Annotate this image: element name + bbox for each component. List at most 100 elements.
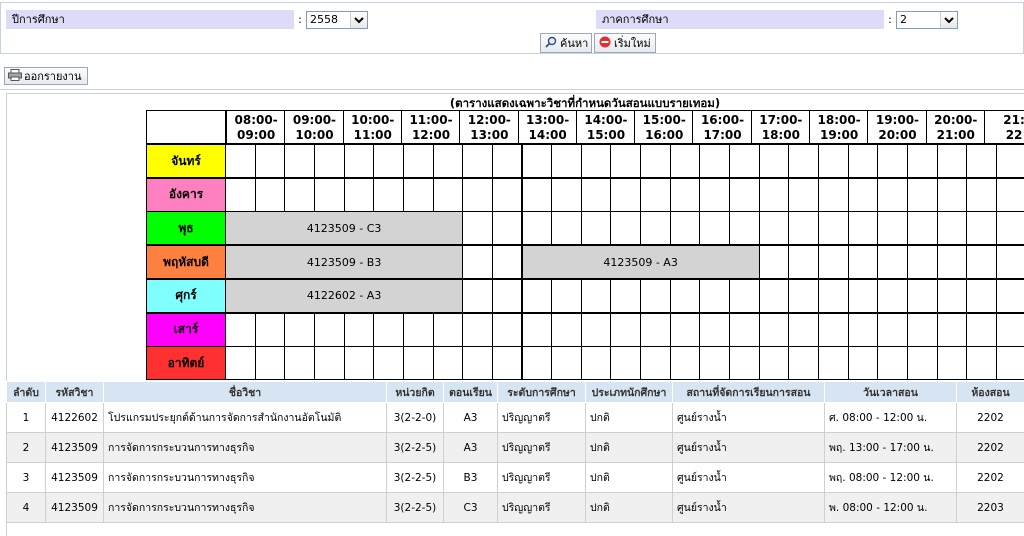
- column-header[interactable]: รหัสวิชา: [45, 381, 104, 403]
- year-select[interactable]: 2558: [306, 11, 368, 29]
- table-cell: ปกติ: [585, 432, 673, 463]
- schedule-cell: [462, 144, 493, 178]
- time-slot-header: 08:00- 09:00: [226, 110, 287, 144]
- table-cell: 4123509: [45, 432, 104, 463]
- schedule-cell: [551, 177, 582, 212]
- schedule-cell: [462, 278, 493, 313]
- schedule-cell: [432, 177, 464, 212]
- schedule-cell: [699, 346, 731, 380]
- time-slot-end: 19:00: [820, 128, 859, 142]
- course-table-body: 1 4122602 โปรแกรมประยุกต์ด้านการจัดการสำนั…: [6, 402, 1024, 523]
- schedule-cell: [640, 177, 671, 212]
- term-colon: :: [888, 13, 892, 26]
- search-button[interactable]: ค้นหา: [540, 33, 592, 53]
- schedule-cell: [699, 144, 731, 178]
- class-block[interactable]: 4122602 - A3: [225, 278, 464, 313]
- chevron-down-icon[interactable]: [940, 12, 957, 28]
- table-row[interactable]: 1 4122602 โปรแกรมประยุกต์ด้านการจัดการสำนั…: [6, 402, 1024, 433]
- table-cell: 2202: [956, 432, 1024, 463]
- table-cell: 3(2-2-0): [386, 402, 444, 433]
- column-header[interactable]: ประเภทนักศึกษา: [585, 381, 673, 403]
- class-block[interactable]: 4123509 - C3: [225, 211, 464, 246]
- schedule-cell: [729, 177, 760, 212]
- schedule-cell: [877, 144, 908, 178]
- schedule-cell: [936, 144, 968, 178]
- schedule-cell: [521, 278, 553, 313]
- day-label: อังคาร: [146, 177, 226, 212]
- schedule-cell: [610, 346, 642, 380]
- chevron-down-icon[interactable]: [350, 12, 367, 28]
- column-header[interactable]: ห้องสอน: [956, 381, 1024, 403]
- column-header[interactable]: ตอนเรียน: [443, 381, 498, 403]
- schedule-cell: [462, 211, 493, 246]
- term-label: ภาคการศึกษา: [596, 10, 884, 29]
- schedule-cell: [640, 278, 671, 313]
- schedule-cell: [225, 312, 256, 347]
- schedule-cell: [936, 346, 968, 380]
- column-header[interactable]: ชื่อวิชา: [103, 381, 387, 403]
- schedule-cell: [343, 312, 375, 347]
- time-slot-header: 18:00- 19:00: [809, 110, 870, 144]
- schedule-cell: [669, 177, 701, 212]
- schedule-cell: [847, 177, 879, 212]
- time-slot-header: 10:00- 11:00: [342, 110, 403, 144]
- schedule-title: (ตารางแสดงเฉพาะวิชาที่กำหนดวันสอนแบบรายเ…: [449, 96, 721, 110]
- content-area: [6, 93, 1024, 536]
- schedule-cell: [432, 144, 464, 178]
- table-cell: 2202: [956, 402, 1024, 433]
- class-block[interactable]: 4123509 - A3: [521, 245, 760, 280]
- time-slot-header: 20:00- 21:00: [925, 110, 986, 144]
- table-row[interactable]: 4 4123509 การจัดการกระบวนการทางธุรกิจ 3(2-2…: [6, 492, 1024, 523]
- schedule-cell: [610, 278, 642, 313]
- schedule-cell: [254, 346, 286, 380]
- table-cell: การจัดการกระบวนการทางธุรกิจ: [103, 462, 387, 493]
- schedule-cell: [521, 144, 553, 178]
- schedule-cell: [402, 144, 434, 178]
- schedule-cell: [551, 312, 582, 347]
- reset-button[interactable]: เริ่มใหม่: [594, 33, 656, 53]
- column-header[interactable]: หน่วยกิต: [386, 381, 444, 403]
- column-header[interactable]: ระดับการศึกษา: [497, 381, 586, 403]
- course-table: ลำดับ รหัสวิชา ชื่อวิชา หน่วยกิต ตอนเรียน ระด…: [6, 381, 1024, 523]
- schedule-cell: [906, 211, 938, 246]
- schedule-cell: [995, 211, 1024, 246]
- time-slot-end: 22: [1005, 128, 1023, 142]
- table-cell: 2203: [956, 492, 1024, 523]
- schedule-cell: [313, 346, 345, 380]
- schedule-cell: [610, 144, 642, 178]
- schedule-cell: [699, 312, 731, 347]
- schedule-cell: [936, 278, 968, 313]
- table-cell: 1: [6, 402, 46, 433]
- table-row[interactable]: 3 4123509 การจัดการกระบวนการทางธุรกิจ 3(2-2…: [6, 462, 1024, 493]
- time-slot-end: 16:00: [645, 128, 684, 142]
- cancel-icon: [599, 36, 611, 51]
- schedule-cell: [610, 211, 642, 246]
- time-slot-start: 16:00-: [700, 113, 745, 127]
- schedule-cell: [966, 144, 997, 178]
- schedule-cell: [640, 312, 671, 347]
- schedule-cell: [551, 278, 582, 313]
- time-slot-start: 15:00-: [642, 113, 686, 127]
- column-header[interactable]: สถานที่จัดการเรียนการสอน: [672, 381, 825, 403]
- column-header[interactable]: วันเวลาสอน: [824, 381, 957, 403]
- column-header[interactable]: ลำดับ: [6, 381, 46, 403]
- schedule-cell: [936, 245, 968, 280]
- schedule-cell: [313, 177, 345, 212]
- schedule-cell: [491, 346, 523, 380]
- schedule-cell: [966, 278, 997, 313]
- term-select[interactable]: 2: [896, 11, 958, 29]
- reset-button-label: เริ่มใหม่: [614, 37, 651, 50]
- schedule-cell: [788, 312, 819, 347]
- schedule-cell: [343, 177, 375, 212]
- schedule-cell: [877, 278, 908, 313]
- schedule-cell: [818, 211, 849, 246]
- report-button[interactable]: ออกรายงาน: [4, 67, 88, 85]
- schedule-cell: [995, 177, 1024, 212]
- table-row[interactable]: 2 4123509 การจัดการกระบวนการทางธุรกิจ 3(2-2…: [6, 432, 1024, 463]
- schedule-cell: [580, 312, 612, 347]
- time-slot-end: 21:00: [936, 128, 975, 142]
- table-cell: พ. 08:00 - 12:00 น.: [824, 492, 957, 523]
- class-block[interactable]: 4123509 - B3: [225, 245, 464, 280]
- schedule-cell: [462, 245, 493, 280]
- schedule-cell: [491, 312, 523, 347]
